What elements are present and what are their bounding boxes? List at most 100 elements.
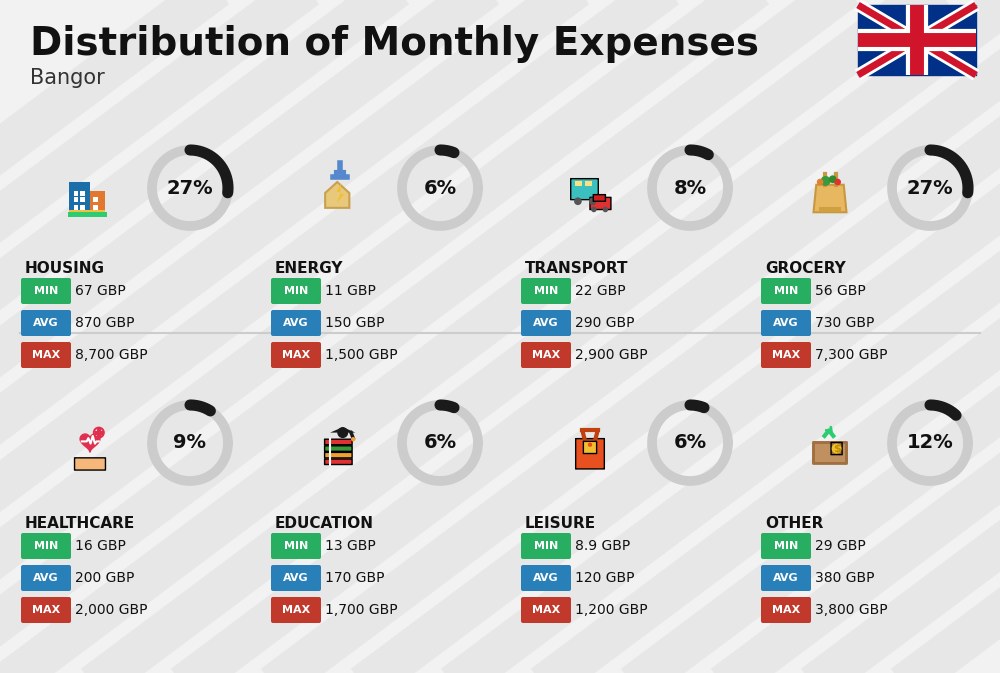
Text: 8%: 8% [673,178,707,197]
Text: 1,700 GBP: 1,700 GBP [325,603,398,617]
FancyBboxPatch shape [761,310,811,336]
Text: MAX: MAX [532,350,560,360]
Text: MAX: MAX [282,350,310,360]
FancyBboxPatch shape [325,446,352,452]
Text: 8,700 GBP: 8,700 GBP [75,348,148,362]
Circle shape [351,437,355,441]
Polygon shape [337,183,344,203]
Bar [819,207,841,212]
FancyBboxPatch shape [521,310,571,336]
Text: MAX: MAX [32,350,60,360]
Text: 290 GBP: 290 GBP [575,316,635,330]
Circle shape [588,443,592,447]
Text: $: $ [833,444,840,454]
Text: 1,200 GBP: 1,200 GBP [575,603,648,617]
Text: 170 GBP: 170 GBP [325,571,384,585]
FancyBboxPatch shape [583,441,597,454]
Text: 13 GBP: 13 GBP [325,539,376,553]
Text: MIN: MIN [284,541,308,551]
Circle shape [832,444,842,454]
Text: 730 GBP: 730 GBP [815,316,874,330]
Polygon shape [325,182,349,208]
Text: 6%: 6% [423,433,457,452]
Text: 27%: 27% [167,178,213,197]
Bar [74,191,78,196]
FancyBboxPatch shape [21,278,71,304]
Bar [80,191,84,196]
Text: 56 GBP: 56 GBP [815,284,866,298]
Bar [68,212,106,217]
Bar [69,182,90,212]
Text: AVG: AVG [773,318,799,328]
Text: 9%: 9% [174,433,207,452]
Circle shape [337,427,348,438]
FancyBboxPatch shape [271,597,321,623]
FancyBboxPatch shape [21,342,71,368]
Text: 150 GBP: 150 GBP [325,316,384,330]
Text: MIN: MIN [534,286,558,296]
Text: MAX: MAX [772,350,800,360]
Text: TRANSPORT: TRANSPORT [525,261,629,276]
FancyBboxPatch shape [271,278,321,304]
FancyBboxPatch shape [521,278,571,304]
Text: MAX: MAX [532,605,560,615]
Text: AVG: AVG [773,573,799,583]
Text: Bangor: Bangor [30,68,105,88]
Text: MAX: MAX [32,605,60,615]
FancyBboxPatch shape [590,197,611,209]
Circle shape [834,179,841,185]
FancyBboxPatch shape [593,194,605,201]
Text: 200 GBP: 200 GBP [75,571,134,585]
Polygon shape [330,427,355,433]
Text: 120 GBP: 120 GBP [575,571,635,585]
FancyBboxPatch shape [325,459,352,464]
Bar [858,5,976,75]
Text: AVG: AVG [33,318,59,328]
Bar [69,210,105,213]
Circle shape [603,207,608,212]
FancyBboxPatch shape [325,452,352,458]
FancyBboxPatch shape [831,442,842,455]
Text: Distribution of Monthly Expenses: Distribution of Monthly Expenses [30,25,759,63]
Circle shape [591,207,597,212]
Bar [74,197,78,203]
FancyBboxPatch shape [325,439,352,445]
Circle shape [817,179,823,185]
FancyBboxPatch shape [21,597,71,623]
Bar [80,197,84,203]
Text: 6%: 6% [673,433,707,452]
Text: 6%: 6% [423,178,457,197]
Text: AVG: AVG [283,573,309,583]
FancyBboxPatch shape [761,533,811,559]
Text: ENERGY: ENERGY [275,261,344,276]
FancyBboxPatch shape [761,597,811,623]
Text: 12%: 12% [907,433,953,452]
Text: MAX: MAX [282,605,310,615]
Text: 67 GBP: 67 GBP [75,284,126,298]
Bar [93,205,98,209]
Circle shape [829,176,837,183]
FancyBboxPatch shape [761,278,811,304]
Bar [93,197,98,203]
Circle shape [574,197,582,205]
FancyBboxPatch shape [21,310,71,336]
FancyBboxPatch shape [271,310,321,336]
Text: HOUSING: HOUSING [25,261,105,276]
Text: AVG: AVG [33,573,59,583]
Circle shape [94,427,104,437]
FancyBboxPatch shape [761,565,811,591]
Polygon shape [814,185,846,212]
Text: 3,800 GBP: 3,800 GBP [815,603,888,617]
Text: OTHER: OTHER [765,516,823,531]
Text: AVG: AVG [533,318,559,328]
Text: 2,900 GBP: 2,900 GBP [575,348,648,362]
Text: 27%: 27% [907,178,953,197]
FancyBboxPatch shape [761,342,811,368]
Text: MIN: MIN [34,541,58,551]
Bar [80,205,84,209]
Polygon shape [80,434,100,452]
Bar [575,181,582,186]
Text: AVG: AVG [283,318,309,328]
FancyBboxPatch shape [21,533,71,559]
Bar [90,191,105,212]
